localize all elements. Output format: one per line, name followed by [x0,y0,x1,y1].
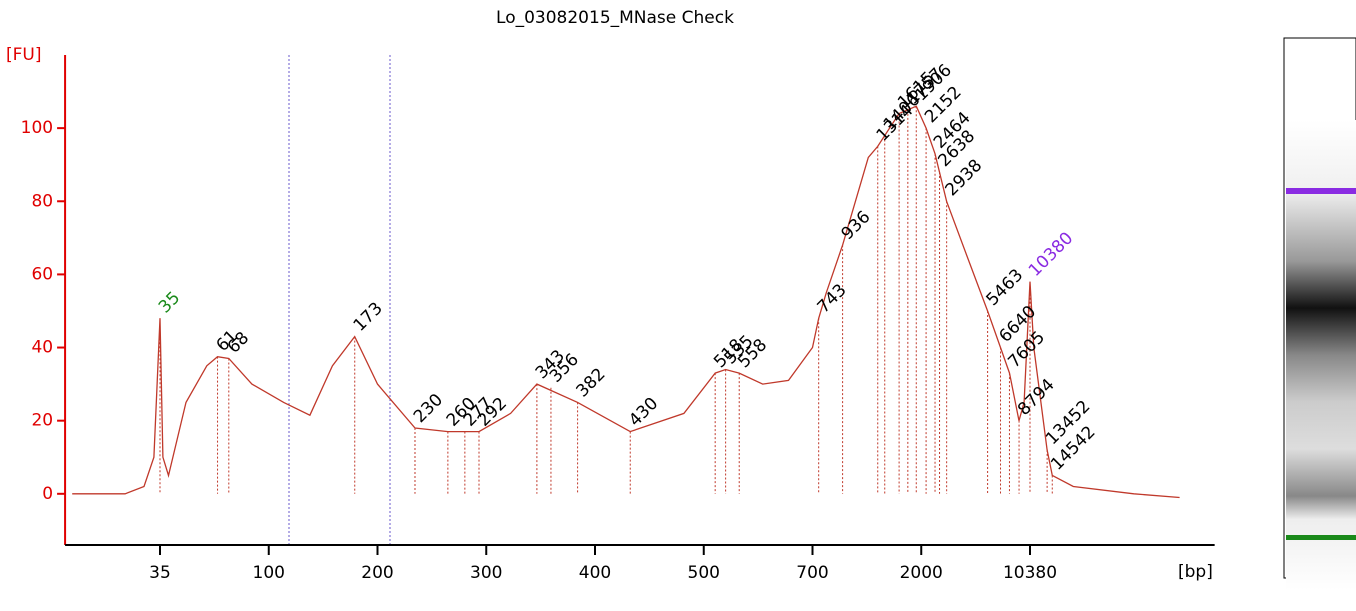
y-tick-label: 80 [31,191,53,211]
x-tick-label: 35 [149,563,171,583]
x-tick-label: 500 [688,563,720,583]
y-tick-label: 0 [42,484,53,504]
peak-label: 8794 [1014,375,1059,420]
peak-label: 382 [573,364,610,401]
x-tick-label: 10380 [1003,563,1057,583]
x-axis-label: [bp] [1178,562,1213,582]
y-axis-label: [FU] [6,45,42,65]
y-tick-label: 40 [31,338,53,358]
peak-label: 936 [838,207,875,244]
peak-label: 5463 [983,265,1028,310]
gel-upper-marker [1286,188,1356,194]
x-tick-label: 200 [361,563,393,583]
trace [72,105,1180,499]
x-tick-label: 100 [253,563,285,583]
x-tick-label: 2000 [900,563,943,583]
gel-lower-marker [1286,535,1356,540]
peak-label: 10380 [1025,228,1077,280]
peak-label: 173 [350,299,387,336]
peak-label: 35 [155,288,184,317]
x-tick-label: 400 [579,563,611,583]
y-tick-label: 100 [21,118,53,138]
y-tick-label: 60 [31,264,53,284]
chart-title: Lo_03082015_MNase Check [496,8,734,28]
peak-label: 430 [625,394,662,431]
y-tick-label: 20 [31,411,53,431]
peak-label: 743 [814,280,851,317]
peak-label: 230 [410,390,447,427]
x-tick-label: 300 [470,563,502,583]
gel-lane [1286,120,1356,590]
x-tick-label: 700 [796,563,828,583]
